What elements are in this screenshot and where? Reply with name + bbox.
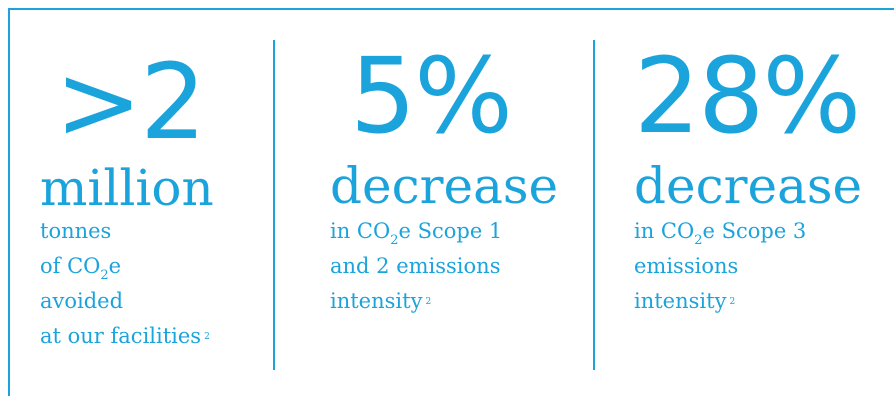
description-line: of CO2e [40, 254, 122, 283]
stat-value: 28% [634, 35, 861, 157]
stat-value: >2 [55, 41, 206, 163]
description-line: tonnes [40, 219, 112, 243]
stat-description: in CO2e Scope 3 emissions intensity 2 [634, 214, 806, 319]
divider-right [593, 40, 595, 370]
description-line: intensity 2 [330, 289, 432, 313]
subscript: 2 [390, 233, 399, 248]
description-line: intensity 2 [634, 289, 736, 313]
description-line: emissions [634, 254, 739, 278]
stat-unit: million [40, 159, 214, 217]
stat-description: tonnes of CO2e avoided at our facilities… [40, 214, 210, 354]
infographic-frame [8, 8, 894, 396]
subscript: 2 [100, 268, 109, 283]
description-line: at our facilities 2 [40, 324, 210, 348]
subscript: 2 [694, 233, 703, 248]
description-line: in CO2e Scope 1 [330, 219, 503, 248]
stat-unit: decrease [330, 157, 559, 215]
stat-description: in CO2e Scope 1 and 2 emissions intensit… [330, 214, 502, 319]
footnote-marker: 2 [204, 332, 210, 342]
footnote-marker: 2 [729, 297, 736, 307]
description-line: in CO2e Scope 3 [634, 219, 807, 248]
stat-value: 5% [350, 35, 513, 157]
divider-left [273, 40, 275, 370]
footnote-marker: 2 [425, 297, 432, 307]
stat-unit: decrease [634, 157, 863, 215]
description-line: and 2 emissions [330, 254, 501, 278]
description-line: avoided [40, 289, 124, 313]
